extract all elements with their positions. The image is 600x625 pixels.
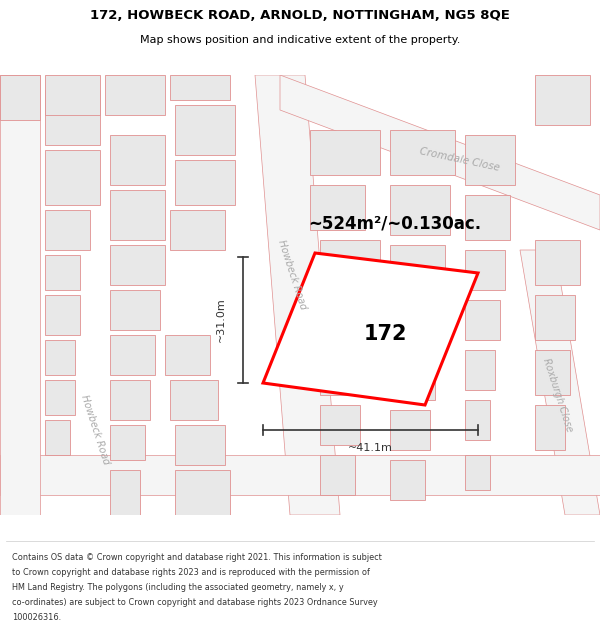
Polygon shape — [45, 380, 75, 415]
Polygon shape — [310, 185, 365, 230]
Polygon shape — [465, 350, 495, 390]
Polygon shape — [390, 300, 440, 345]
Polygon shape — [465, 455, 490, 490]
Polygon shape — [255, 75, 340, 515]
Polygon shape — [170, 75, 230, 100]
Text: Roxburgh Close: Roxburgh Close — [541, 357, 575, 433]
Text: HM Land Registry. The polygons (including the associated geometry, namely x, y: HM Land Registry. The polygons (includin… — [12, 582, 344, 592]
Polygon shape — [110, 380, 150, 420]
Polygon shape — [535, 295, 575, 340]
Text: 172, HOWBECK ROAD, ARNOLD, NOTTINGHAM, NG5 8QE: 172, HOWBECK ROAD, ARNOLD, NOTTINGHAM, N… — [90, 9, 510, 22]
Text: ~524m²/~0.130ac.: ~524m²/~0.130ac. — [308, 214, 482, 232]
Polygon shape — [45, 75, 100, 115]
Polygon shape — [535, 240, 580, 285]
Text: to Crown copyright and database rights 2023 and is reproduced with the permissio: to Crown copyright and database rights 2… — [12, 568, 370, 577]
Polygon shape — [110, 335, 155, 375]
Polygon shape — [0, 75, 40, 120]
Polygon shape — [465, 400, 490, 440]
Polygon shape — [320, 405, 360, 445]
Text: ~41.1m: ~41.1m — [348, 443, 393, 453]
Text: Contains OS data © Crown copyright and database right 2021. This information is : Contains OS data © Crown copyright and d… — [12, 552, 382, 561]
Polygon shape — [165, 335, 210, 375]
Polygon shape — [45, 420, 70, 455]
Polygon shape — [170, 210, 225, 250]
Polygon shape — [0, 75, 40, 515]
Polygon shape — [0, 75, 600, 515]
Polygon shape — [465, 300, 500, 340]
Polygon shape — [320, 455, 355, 495]
Polygon shape — [320, 355, 365, 395]
Polygon shape — [390, 245, 445, 290]
Polygon shape — [390, 185, 450, 235]
Polygon shape — [110, 190, 165, 240]
Polygon shape — [45, 90, 100, 145]
Polygon shape — [390, 355, 435, 400]
Polygon shape — [175, 470, 230, 515]
Text: Cromdale Close: Cromdale Close — [419, 147, 501, 173]
Polygon shape — [280, 75, 600, 230]
Polygon shape — [110, 135, 165, 185]
Polygon shape — [263, 253, 478, 405]
Polygon shape — [535, 75, 590, 125]
Polygon shape — [110, 290, 160, 330]
Polygon shape — [45, 150, 100, 205]
Polygon shape — [175, 105, 235, 155]
Polygon shape — [170, 380, 218, 420]
Polygon shape — [310, 130, 380, 175]
Polygon shape — [110, 470, 140, 515]
Polygon shape — [110, 425, 145, 460]
Polygon shape — [535, 405, 565, 450]
Polygon shape — [320, 295, 370, 340]
Polygon shape — [45, 255, 80, 290]
Polygon shape — [105, 75, 165, 115]
Polygon shape — [465, 195, 510, 240]
Polygon shape — [390, 460, 425, 500]
Polygon shape — [175, 425, 225, 465]
Text: Howbeck Road: Howbeck Road — [276, 239, 308, 311]
Text: Howbeck Road: Howbeck Road — [79, 394, 111, 466]
Polygon shape — [110, 245, 165, 285]
Polygon shape — [465, 135, 515, 185]
Polygon shape — [390, 130, 455, 175]
Polygon shape — [520, 250, 600, 515]
Text: co-ordinates) are subject to Crown copyright and database rights 2023 Ordnance S: co-ordinates) are subject to Crown copyr… — [12, 598, 377, 607]
Polygon shape — [45, 295, 80, 335]
Polygon shape — [465, 250, 505, 290]
Text: ~31.0m: ~31.0m — [216, 298, 226, 343]
Polygon shape — [175, 160, 235, 205]
Polygon shape — [45, 210, 90, 250]
Polygon shape — [45, 340, 75, 375]
Polygon shape — [390, 410, 430, 450]
Polygon shape — [320, 240, 380, 290]
Text: 172: 172 — [364, 324, 407, 344]
Text: 100026316.: 100026316. — [12, 613, 61, 622]
Polygon shape — [535, 350, 570, 395]
Text: Map shows position and indicative extent of the property.: Map shows position and indicative extent… — [140, 35, 460, 45]
Polygon shape — [0, 455, 600, 495]
